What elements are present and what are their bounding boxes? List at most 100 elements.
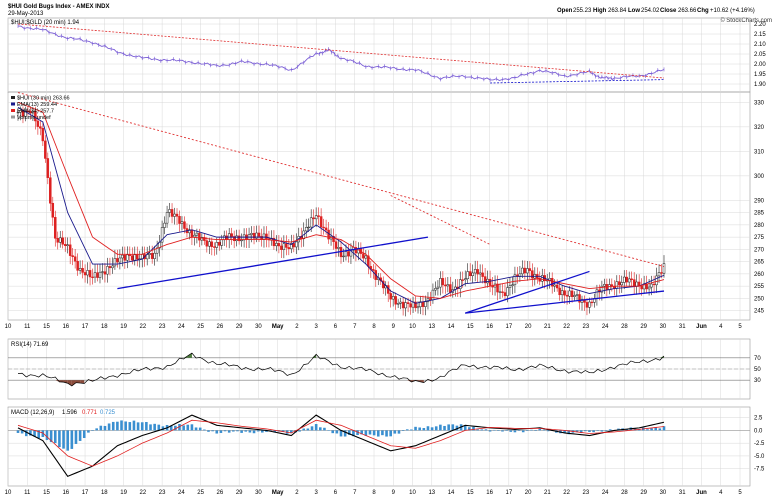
- x-tick-label: 31: [679, 324, 686, 330]
- candle-body: [324, 227, 328, 231]
- candle-body: [240, 239, 243, 242]
- macd-histogram-bar: [430, 427, 434, 431]
- macd-histogram-bar: [66, 430, 69, 451]
- candle-body: [307, 226, 310, 229]
- watermark: © StockCharts.com: [720, 17, 772, 24]
- candle-body: [334, 241, 338, 249]
- macd-histogram-bar: [567, 430, 571, 435]
- macd-histogram-bar: [455, 425, 459, 431]
- x-tick-label: 26: [217, 324, 224, 330]
- close-value: 263.66: [678, 8, 697, 14]
- candle-body: [444, 284, 447, 287]
- macd-histogram-bar: [140, 422, 144, 431]
- x-tick-label: 9: [392, 324, 396, 330]
- chg-value: +10.62 (+4.16%): [710, 8, 755, 14]
- price-legend-swatch: [11, 115, 15, 119]
- y-tick-label: 310: [754, 149, 765, 155]
- candle-body: [86, 270, 89, 276]
- candle-body: [541, 275, 544, 282]
- candle-body: [650, 283, 653, 288]
- x-tick-label-bottom: 19: [120, 490, 127, 496]
- candle-body: [309, 217, 313, 228]
- x-tick-label: 14: [448, 324, 455, 330]
- candle-body: [347, 251, 350, 257]
- candle-body: [116, 258, 119, 263]
- macd-histogram-bar: [244, 430, 248, 432]
- candle-body: [252, 233, 256, 239]
- x-tick-label: 15: [467, 324, 474, 330]
- trendline-resistance-red: [17, 92, 665, 267]
- macd-histogram-bar: [132, 420, 136, 431]
- y-tick-label: 260: [754, 272, 765, 278]
- macd-histogram-bar: [505, 430, 508, 431]
- y-tick-label: 280: [754, 223, 765, 229]
- candle-body: [170, 209, 174, 217]
- candle-body: [595, 289, 599, 299]
- macd-histogram-bar: [434, 426, 438, 431]
- macd-histogram-bar: [418, 427, 421, 431]
- y-tick-label: 2.15: [754, 32, 766, 38]
- candle-body: [640, 285, 643, 290]
- x-tick-label: 28: [621, 324, 628, 330]
- candle-body: [213, 246, 216, 248]
- candle-body: [600, 285, 604, 293]
- y-tick-label: 50: [754, 367, 761, 373]
- candle-body: [396, 303, 400, 305]
- macd-histogram-bar: [588, 430, 591, 432]
- y-tick-label: 250: [754, 296, 765, 302]
- candle-body: [173, 213, 176, 217]
- x-tick-label: 17: [82, 324, 89, 330]
- macd-histogram-bar: [145, 422, 148, 431]
- macd-histogram-bar: [149, 424, 152, 431]
- x-tick-label-bottom: Jun: [696, 490, 707, 496]
- candle-body: [292, 243, 296, 248]
- x-tick-label: 4: [719, 324, 723, 330]
- candle-body: [364, 255, 368, 259]
- candle-body: [632, 279, 636, 287]
- rsi-line: [17, 352, 665, 387]
- macd-histogram-bar: [497, 430, 500, 431]
- x-tick-label: 15: [43, 324, 50, 330]
- x-tick-label: 23: [583, 324, 590, 330]
- macd-histogram-bar: [203, 429, 206, 431]
- candle-body: [620, 282, 624, 286]
- x-tick-label: 20: [525, 324, 532, 330]
- macd-histogram-bar: [376, 430, 380, 437]
- x-tick-label-bottom: 6: [334, 490, 338, 496]
- candle-body: [61, 237, 64, 245]
- macd-histogram-bar: [563, 430, 566, 433]
- x-tick-label: 3: [315, 324, 319, 330]
- candle-body: [93, 272, 97, 278]
- high-value: 263.84: [608, 8, 627, 14]
- candle-body: [615, 281, 619, 289]
- candle-body: [24, 110, 27, 117]
- candle-body: [521, 267, 524, 275]
- y-tick-label: 30: [754, 378, 761, 384]
- candle-body: [627, 278, 631, 283]
- candle-body: [232, 236, 236, 242]
- candle-body: [108, 266, 112, 269]
- macd-histogram-bar: [227, 430, 231, 433]
- candle-body: [553, 284, 556, 287]
- price-legend-entry: Volume undef: [17, 115, 51, 121]
- macd-histogram-bar: [654, 427, 658, 431]
- macd-histogram-bar: [385, 430, 388, 437]
- macd-histogram-bar: [488, 430, 492, 432]
- macd-histogram-bar: [161, 426, 165, 431]
- candle-body: [657, 272, 661, 277]
- candle-body: [466, 271, 469, 280]
- x-tick-label-bottom: 30: [255, 490, 262, 496]
- candle-body: [81, 268, 84, 273]
- x-tick-label: 22: [563, 324, 570, 330]
- candle-body: [409, 303, 412, 308]
- candle-body: [285, 243, 288, 248]
- candle-body: [319, 216, 323, 228]
- macd-histogram-bar: [463, 425, 467, 431]
- candle-body: [113, 258, 117, 267]
- candle-body: [391, 296, 395, 300]
- rsi-oversold-fill: [71, 380, 76, 386]
- candle-body: [513, 274, 517, 286]
- candle-body: [262, 233, 266, 240]
- candle-body: [76, 260, 79, 271]
- candle-body: [210, 241, 214, 247]
